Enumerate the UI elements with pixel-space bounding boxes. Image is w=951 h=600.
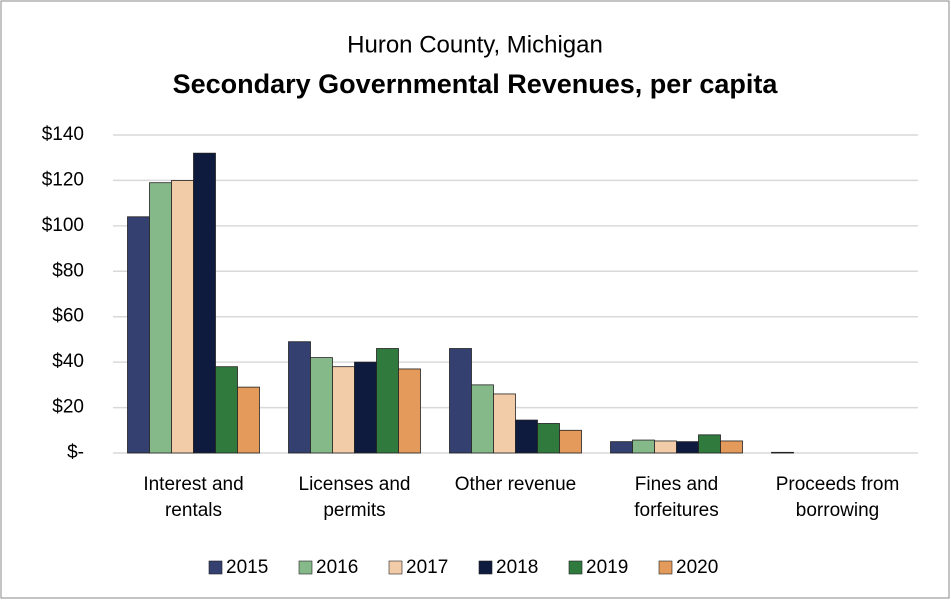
legend-swatch: [568, 560, 583, 575]
bar: [193, 152, 216, 454]
y-tick-label: $-: [67, 442, 84, 463]
legend-label: 2017: [406, 557, 448, 578]
x-tick-label: Interest and rentals: [143, 474, 244, 521]
legend-swatch: [478, 560, 493, 575]
legend-label: 2018: [496, 557, 538, 578]
legend-swatch: [388, 560, 403, 575]
y-tick-label: $100: [42, 215, 84, 236]
bar: [471, 384, 494, 454]
bar: [654, 440, 677, 454]
bar: [398, 368, 421, 454]
y-tick-label: $140: [42, 124, 84, 145]
bar: [676, 441, 699, 454]
legend-label: 2016: [316, 557, 358, 578]
y-tick-label: $20: [52, 397, 84, 418]
bar: [310, 357, 333, 454]
legend-label: 2019: [586, 557, 628, 578]
legend-label: 2020: [676, 557, 718, 578]
bar: [449, 348, 472, 454]
bar: [610, 441, 633, 454]
x-tick-label: Licenses and permits: [298, 474, 411, 521]
bar: [720, 440, 743, 454]
bar: [771, 451, 794, 454]
bar: [354, 361, 377, 454]
legend-swatch: [208, 560, 223, 575]
bar: [493, 393, 516, 454]
bar: [632, 439, 655, 454]
bar: [698, 434, 721, 454]
x-tick-label: Proceeds from borrowing: [775, 474, 900, 521]
bar: [332, 366, 355, 454]
bar: [215, 366, 238, 454]
legend-swatch: [658, 560, 673, 575]
bar: [537, 423, 560, 454]
x-tick-label: Fines and forfeitures: [634, 474, 719, 521]
bar: [171, 180, 194, 454]
chart-subtitle: Huron County, Michigan: [347, 31, 603, 58]
chart-title: Secondary Governmental Revenues, per cap…: [173, 69, 779, 99]
y-tick-label: $60: [52, 306, 84, 327]
y-tick-label: $40: [52, 351, 84, 372]
legend-label: 2015: [226, 557, 268, 578]
y-tick-label: $80: [52, 260, 84, 281]
legend-swatch: [298, 560, 313, 575]
bar: [376, 348, 399, 454]
bar: [149, 182, 172, 454]
bar: [127, 216, 150, 454]
x-tick-label: Other revenue: [454, 474, 577, 495]
bar: [288, 341, 311, 454]
y-tick-label: $120: [42, 169, 84, 190]
bar: [559, 429, 582, 454]
bar: [237, 386, 260, 454]
bar: [515, 419, 538, 454]
